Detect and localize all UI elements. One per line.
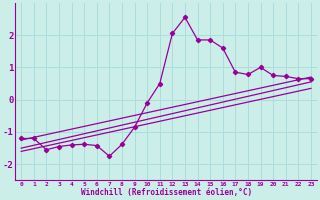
X-axis label: Windchill (Refroidissement éolien,°C): Windchill (Refroidissement éolien,°C) [81,188,252,197]
